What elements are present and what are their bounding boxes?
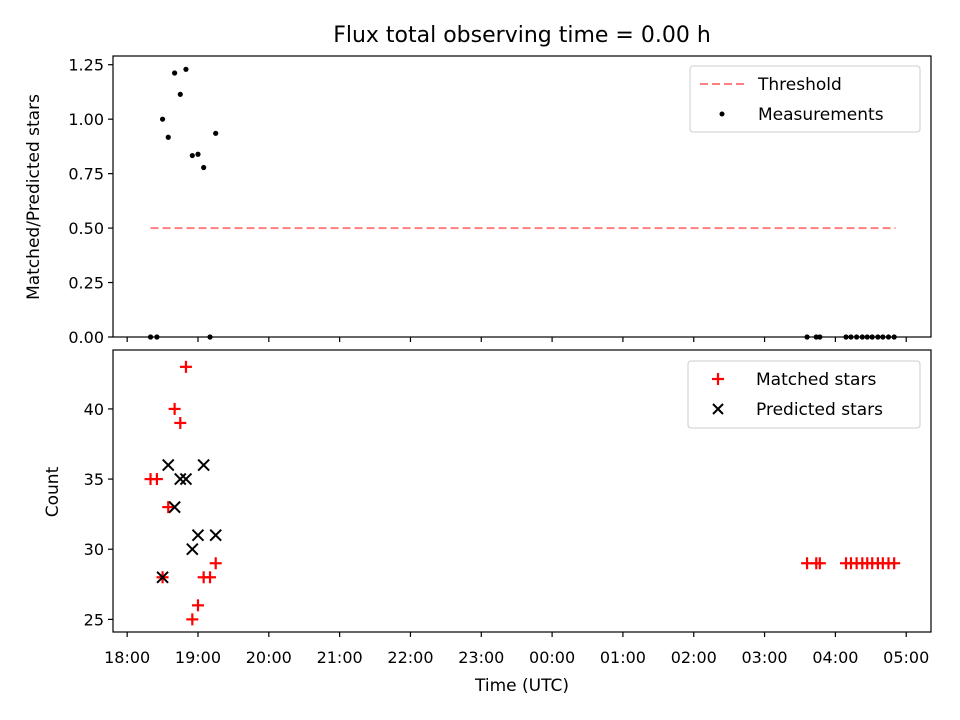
bottom-axes-frame <box>112 349 932 633</box>
measurement-point <box>195 151 201 157</box>
measurement-point <box>183 66 189 72</box>
predicted-star-point <box>209 528 222 542</box>
matched-legend-marker <box>712 373 724 385</box>
bottom-y-axis-label: Count <box>43 466 63 517</box>
x-tick-label: 00:00 <box>529 648 575 667</box>
matched-star-point <box>209 557 222 570</box>
measurement-point <box>201 164 207 171</box>
top-y-tick-label: 0.75 <box>68 165 104 184</box>
measurement-point <box>159 116 166 122</box>
predicted-star-point <box>191 528 205 542</box>
predicted-star-point <box>156 571 169 584</box>
top-legend-box <box>689 65 921 133</box>
matched-star-point <box>813 557 826 570</box>
x-tick-label: 23:00 <box>458 648 504 667</box>
x-tick-label: 18:00 <box>104 648 150 667</box>
measurement-point <box>165 134 171 140</box>
x-tick-label: 05:00 <box>883 648 929 667</box>
bottom-plot-area: 25 30 35 40 <box>84 360 907 637</box>
measurements-legend-marker <box>719 111 725 117</box>
matched-legend-label: Matched stars <box>756 370 876 390</box>
predicted-star-point <box>162 458 175 472</box>
x-tick-label: 21:00 <box>317 648 363 667</box>
top-plot-area: 0.00 0.25 0.50 0.75 1.00 1.25 <box>68 56 907 347</box>
top-y-tick-label: 1.25 <box>68 56 104 75</box>
measurement-point <box>172 70 178 76</box>
predicted-star-point <box>168 500 181 514</box>
threshold-legend-label: Threshold <box>757 75 842 95</box>
measurements-legend-label: Measurements <box>758 105 884 125</box>
predicted-star-point <box>186 543 199 556</box>
bottom-legend-box <box>687 360 921 429</box>
x-tick-label: 22:00 <box>387 648 433 667</box>
top-y-tick-label: 1.00 <box>68 110 104 129</box>
x-tick-label: 04:00 <box>812 648 858 667</box>
top-y-tick-label: 0.00 <box>68 328 104 347</box>
bottom-y-tick-label: 40 <box>84 400 104 419</box>
x-tick-label: 02:00 <box>671 648 717 667</box>
measurement-point <box>177 91 183 97</box>
top-y-axis-label: Matched/Predicted stars <box>24 94 44 300</box>
matched-star-point <box>204 571 217 584</box>
matched-star-point <box>150 473 163 486</box>
chart-title: Flux total observing time = 0.00 h <box>333 23 711 48</box>
matched-star-point <box>168 402 181 415</box>
top-y-tick-label: 0.50 <box>68 219 104 238</box>
top-panel: 0.00 0.25 0.50 0.75 1.00 1.25 Matched/Predict… <box>24 55 932 347</box>
top-axes-frame <box>112 55 932 338</box>
predicted-star-point <box>179 472 193 486</box>
top-legend: Threshold Measurements <box>689 65 921 133</box>
bottom-panel: 25 30 35 40 Count Matched stars Predicted s… <box>43 349 932 696</box>
predicted-legend-marker <box>712 403 724 415</box>
predicted-star-point <box>197 458 210 472</box>
matched-star-point <box>179 360 192 373</box>
matched-star-point <box>174 416 187 429</box>
x-tick-label: 20:00 <box>246 648 292 667</box>
bottom-legend: Matched stars Predicted stars <box>687 360 921 429</box>
measurement-point <box>213 130 219 136</box>
x-tick-label: 19:00 <box>175 648 221 667</box>
matched-star-point <box>191 599 204 612</box>
top-y-tick-label: 0.25 <box>68 274 104 293</box>
x-axis: 18:00 19:00 20:00 21:00 22:00 23:00 00:00 01:00… <box>104 648 929 667</box>
matched-star-point <box>162 501 175 514</box>
bottom-y-tick-label: 35 <box>84 470 104 489</box>
matched-star-point <box>186 613 199 626</box>
x-tick-label: 01:00 <box>600 648 646 667</box>
bottom-y-tick-label: 30 <box>84 540 104 559</box>
bottom-y-tick-label: 25 <box>84 610 104 629</box>
predicted-legend-label: Predicted stars <box>756 400 883 420</box>
measurement-point <box>189 152 195 159</box>
x-tick-label: 03:00 <box>742 648 788 667</box>
matched-star-point <box>888 557 901 570</box>
x-axis-label: Time (UTC) <box>474 676 569 696</box>
predicted-star-point <box>174 472 187 486</box>
